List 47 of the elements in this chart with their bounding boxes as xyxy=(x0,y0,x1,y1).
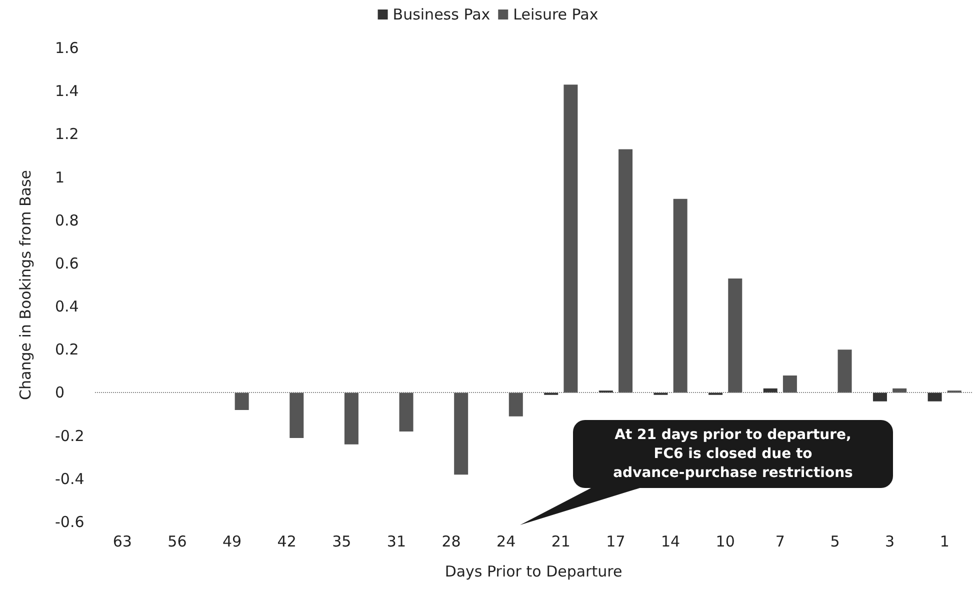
bar xyxy=(928,392,942,402)
y-tick-label: 1 xyxy=(55,168,65,186)
y-tick-label: 1.6 xyxy=(55,39,79,57)
y-tick-label: 1.4 xyxy=(55,82,79,100)
y-tick-label: 0.2 xyxy=(55,340,79,359)
bar xyxy=(872,392,887,402)
x-axis-title: Days Prior to Departure xyxy=(444,562,622,580)
y-tick-label: 0.8 xyxy=(55,211,79,230)
legend-label: Leisure Pax xyxy=(513,6,598,24)
y-tick-label: -0.4 xyxy=(55,470,84,488)
x-tick-label: 35 xyxy=(332,532,352,550)
bar xyxy=(290,392,304,438)
bar xyxy=(454,392,468,475)
y-tick-label: -0.6 xyxy=(55,513,84,531)
y-tick-label: 0.4 xyxy=(55,298,79,316)
x-tick-label: 49 xyxy=(222,532,242,550)
x-tick-label: 21 xyxy=(551,532,570,550)
legend-label: Business Pax xyxy=(392,6,490,24)
x-tick-label: 17 xyxy=(606,532,626,550)
y-axis-title: Change in Bookings from Base xyxy=(16,170,34,400)
x-tick-label: 24 xyxy=(496,532,516,550)
bar xyxy=(782,375,797,393)
y-tick-label: 0 xyxy=(55,384,65,402)
bar xyxy=(728,278,742,393)
x-tick-label: 5 xyxy=(830,532,840,550)
bar xyxy=(618,149,633,393)
x-tick-label: 1 xyxy=(940,532,950,550)
x-tick-label: 56 xyxy=(168,532,187,550)
annotation: At 21 days prior to departure, FC6 is closed due to advance-purchase restrictions xyxy=(573,420,893,488)
bar xyxy=(564,84,578,393)
x-tick-label: 31 xyxy=(386,532,406,550)
bar xyxy=(508,392,523,416)
bar xyxy=(234,392,249,410)
x-tick-label: 10 xyxy=(716,532,735,550)
x-tick-label: 42 xyxy=(277,532,296,550)
y-tick-label: 1.2 xyxy=(55,125,79,144)
bar xyxy=(673,198,688,393)
bar xyxy=(838,350,852,393)
x-tick-label: 14 xyxy=(660,532,680,550)
x-tick-label: 3 xyxy=(885,532,895,550)
x-tick-label: 28 xyxy=(442,532,461,550)
y-tick-label: 0.6 xyxy=(55,254,79,272)
bar xyxy=(344,392,358,444)
y-tick-label: -0.2 xyxy=(55,426,84,445)
x-tick-label: 7 xyxy=(775,532,785,550)
x-tick-label: 63 xyxy=(112,532,132,550)
bar xyxy=(399,392,414,432)
